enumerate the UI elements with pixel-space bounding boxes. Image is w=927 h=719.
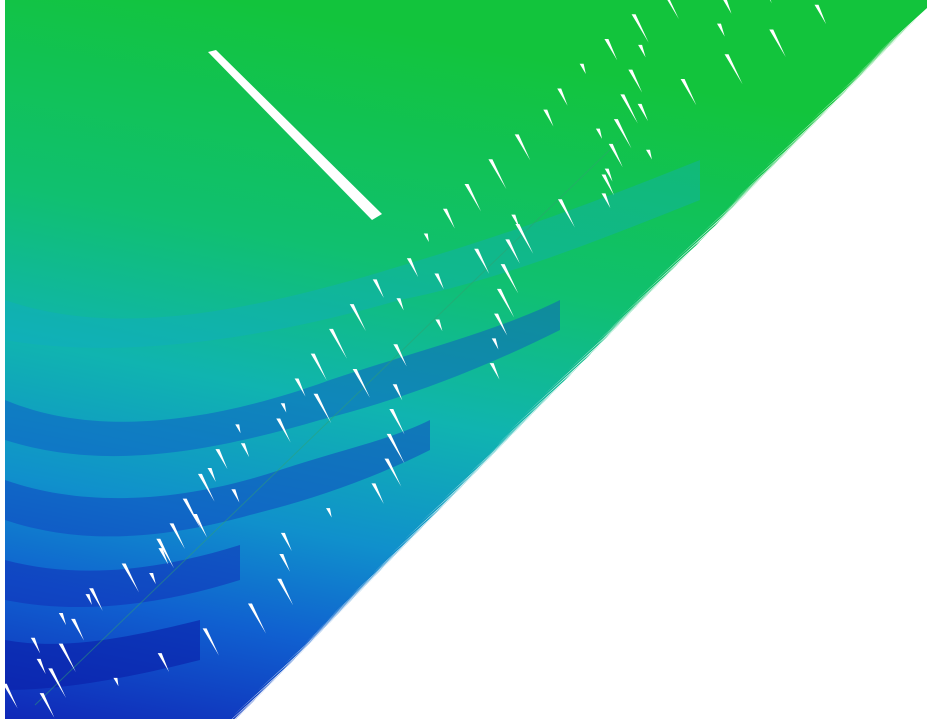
surface-view — [0, 0, 927, 719]
surface — [3, 0, 927, 719]
page: (() => { const svg = document.getElement… — [0, 0, 927, 719]
